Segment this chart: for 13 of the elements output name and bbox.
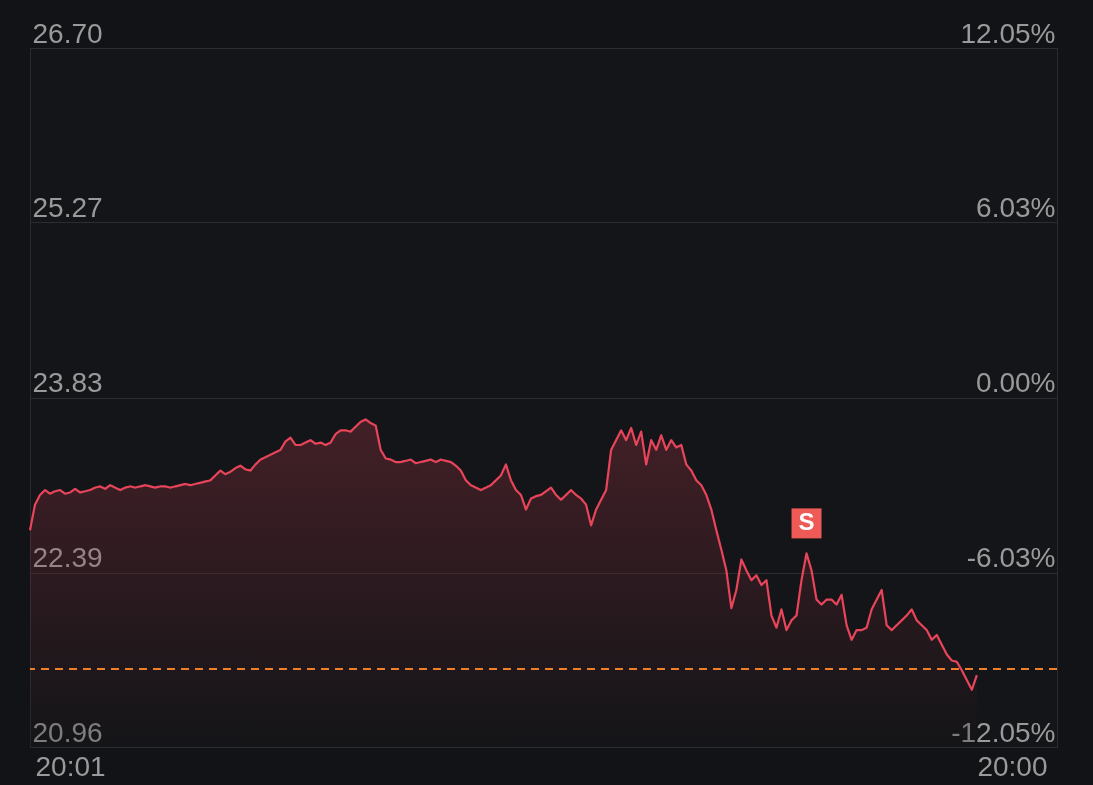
y2-tick-label: 12.05% xyxy=(960,17,1056,49)
y2-tick-label: -6.03% xyxy=(966,541,1056,573)
y-tick-label: 20.96 xyxy=(32,716,103,748)
y-tick-label: 23.83 xyxy=(32,367,103,398)
x-tick-label: 20:01 xyxy=(35,750,106,782)
y2-tick-label: 0.00% xyxy=(976,367,1056,398)
y-tick-label: 22.39 xyxy=(32,542,103,574)
annotation: S xyxy=(798,508,815,536)
y2-tick-label: 6.03% xyxy=(976,192,1056,224)
y2-tick-label: -12.05% xyxy=(951,716,1056,748)
y-tick-label: 25.27 xyxy=(32,191,103,223)
x-tick-label: 20:00 xyxy=(977,750,1048,782)
y-tick-label: 26.70 xyxy=(32,17,103,49)
